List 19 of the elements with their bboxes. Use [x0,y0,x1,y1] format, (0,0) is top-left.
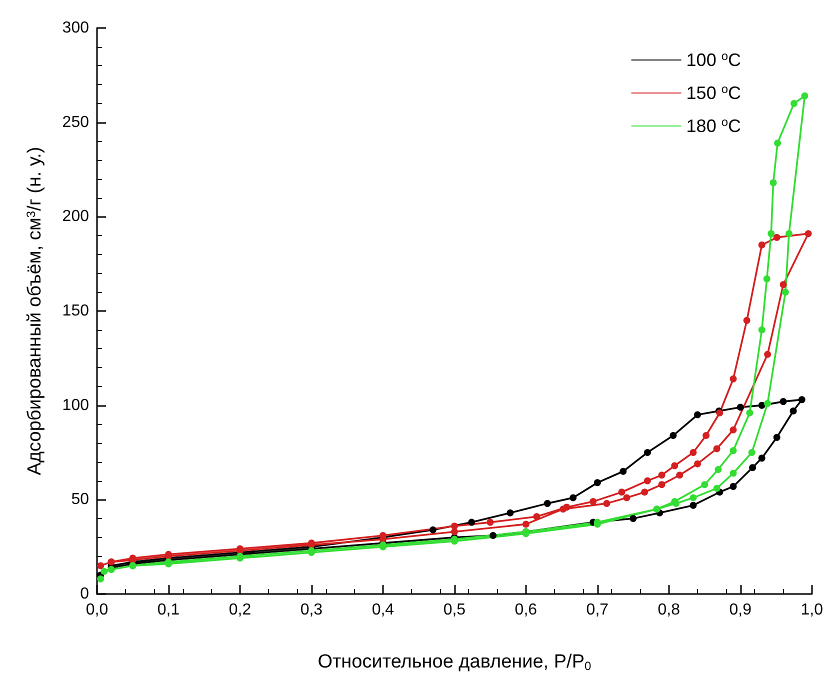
x-tick-label: 1,0 [800,602,824,618]
x-tick-label: 0,1 [157,602,180,618]
x-tick-label: 0,7 [586,602,609,618]
x-tick-label: 0,4 [372,602,394,618]
y-tick-label: 200 [62,208,90,226]
x-tick-label: 0,2 [228,602,252,618]
y-tick-label: 0 [80,586,90,602]
x-tick-label: 0,6 [514,602,538,618]
x-tick-label: 0,0 [86,602,108,618]
y-axis-title: Адсорбированный объём, см3/г (н. у.) [24,146,46,476]
x-tick-label: 0,3 [300,602,323,618]
x-tick-label: 0,5 [443,602,466,618]
y-tick-label: 250 [62,114,90,131]
y-tick-label: 300 [62,20,90,36]
y-tick-label: 50 [71,491,90,508]
x-tick-label: 0,8 [658,602,680,618]
x-tick-label: 0,9 [729,602,752,618]
y-tick-label: 150 [62,302,90,320]
y-tick-label: 100 [62,396,90,414]
